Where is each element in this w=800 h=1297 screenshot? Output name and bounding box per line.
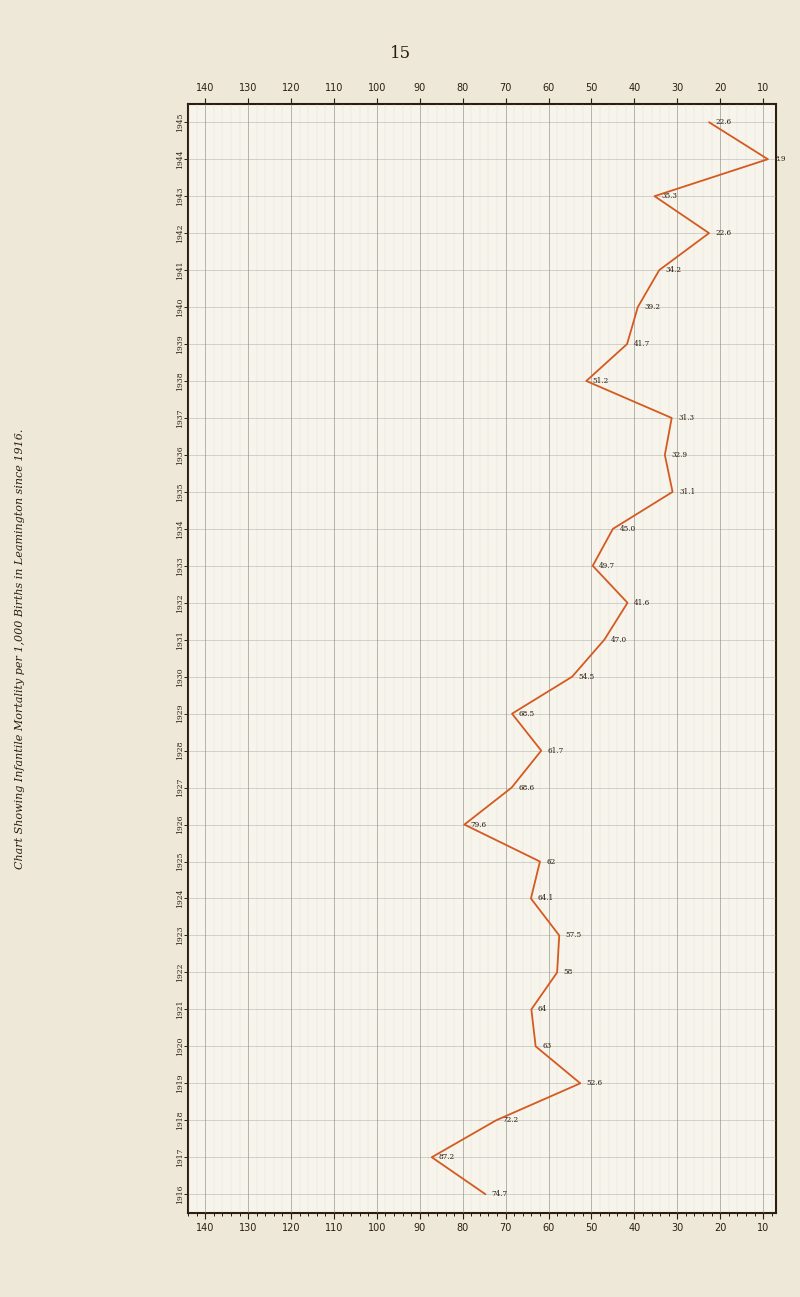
Text: 49.7: 49.7 bbox=[599, 562, 615, 569]
Text: 22.6: 22.6 bbox=[715, 118, 732, 126]
Text: 1921: 1921 bbox=[176, 1000, 184, 1019]
Text: 1936: 1936 bbox=[176, 445, 184, 464]
Text: 1941: 1941 bbox=[176, 261, 184, 280]
Text: 1942: 1942 bbox=[176, 223, 184, 243]
Text: 15: 15 bbox=[390, 45, 410, 62]
Text: 45.0: 45.0 bbox=[619, 525, 635, 533]
Text: 1917: 1917 bbox=[176, 1148, 184, 1167]
Text: 1945: 1945 bbox=[176, 113, 184, 132]
Text: 58: 58 bbox=[563, 969, 573, 977]
Text: 34.2: 34.2 bbox=[666, 266, 682, 274]
Text: 47.0: 47.0 bbox=[610, 636, 627, 643]
Text: 52.6: 52.6 bbox=[586, 1079, 603, 1087]
Text: 1931: 1931 bbox=[176, 630, 184, 650]
Text: 1934: 1934 bbox=[176, 519, 184, 538]
Text: 87.2: 87.2 bbox=[438, 1153, 454, 1161]
Text: 64: 64 bbox=[538, 1005, 547, 1013]
Text: 1920: 1920 bbox=[176, 1036, 184, 1056]
Text: 1944: 1944 bbox=[176, 149, 184, 169]
Text: 1925: 1925 bbox=[176, 852, 184, 872]
Text: 62: 62 bbox=[546, 857, 556, 865]
Text: 68.5: 68.5 bbox=[518, 709, 534, 717]
Text: 51.2: 51.2 bbox=[593, 377, 609, 385]
Text: 72.2: 72.2 bbox=[502, 1117, 518, 1124]
Text: 31.1: 31.1 bbox=[679, 488, 695, 495]
Text: 1927: 1927 bbox=[176, 778, 184, 798]
Text: 41.7: 41.7 bbox=[634, 340, 650, 348]
Text: 1919: 1919 bbox=[176, 1074, 184, 1093]
Text: 1943: 1943 bbox=[176, 187, 184, 206]
Text: 1930: 1930 bbox=[176, 667, 184, 686]
Text: 35.3: 35.3 bbox=[661, 192, 677, 200]
Text: 74.7: 74.7 bbox=[492, 1191, 508, 1198]
Text: 1933: 1933 bbox=[176, 556, 184, 576]
Text: 61.7: 61.7 bbox=[548, 747, 564, 755]
Text: 31.3: 31.3 bbox=[678, 414, 694, 422]
Text: 79.6: 79.6 bbox=[471, 821, 487, 829]
Text: 39.2: 39.2 bbox=[644, 303, 660, 311]
Text: 1922: 1922 bbox=[176, 962, 184, 982]
Text: 1926: 1926 bbox=[176, 815, 184, 834]
Text: 54.5: 54.5 bbox=[578, 673, 594, 681]
Text: 1937: 1937 bbox=[176, 409, 184, 428]
Text: 64.1: 64.1 bbox=[538, 895, 554, 903]
Text: 1940: 1940 bbox=[176, 297, 184, 316]
Text: 32.9: 32.9 bbox=[671, 451, 687, 459]
Text: 68.6: 68.6 bbox=[518, 783, 534, 791]
Text: 63: 63 bbox=[542, 1043, 551, 1051]
Text: Chart Showing Infantile Mortality per 1,000 Births in Leamington since 1916.: Chart Showing Infantile Mortality per 1,… bbox=[15, 428, 25, 869]
Text: 1935: 1935 bbox=[176, 482, 184, 502]
Text: 57.5: 57.5 bbox=[566, 931, 582, 939]
Text: 22.6: 22.6 bbox=[715, 230, 732, 237]
Text: 1924: 1924 bbox=[176, 888, 184, 908]
Text: 1932: 1932 bbox=[176, 593, 184, 612]
Text: 1923: 1923 bbox=[176, 926, 184, 946]
Text: 1938: 1938 bbox=[176, 371, 184, 390]
Text: 1939: 1939 bbox=[176, 335, 184, 354]
Text: 1916: 1916 bbox=[176, 1184, 184, 1204]
Text: 1928: 1928 bbox=[176, 741, 184, 760]
Text: 8.9: 8.9 bbox=[774, 156, 786, 163]
Text: 1929: 1929 bbox=[176, 704, 184, 724]
Text: 1918: 1918 bbox=[176, 1110, 184, 1130]
Text: 41.6: 41.6 bbox=[634, 599, 650, 607]
